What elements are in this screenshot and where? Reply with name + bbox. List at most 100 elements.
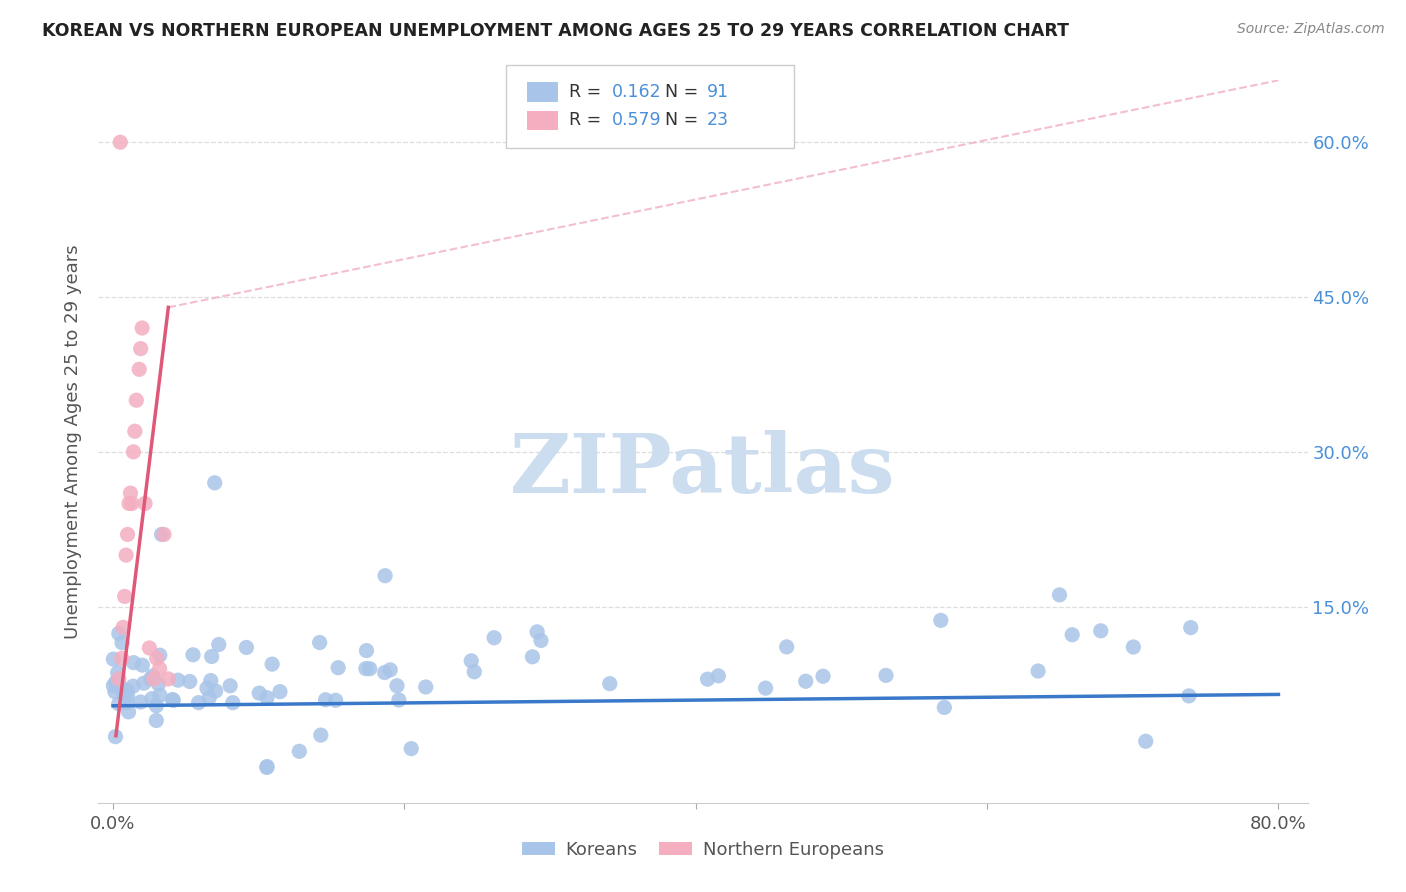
Point (112, 620, 135, 634)
Point (167, 673, 190, 688)
Point (138, 640, 160, 655)
Point (120, 486, 142, 500)
Point (247, 686, 270, 700)
Point (121, 496, 143, 510)
Point (104, 675, 127, 690)
Point (118, 496, 141, 510)
Point (108, 677, 131, 691)
Point (114, 590, 136, 604)
Point (776, 640, 799, 654)
Point (122, 656, 145, 670)
Point (415, 680, 437, 694)
Point (463, 665, 485, 679)
Point (308, 635, 330, 649)
Point (195, 681, 218, 696)
Point (112, 686, 135, 700)
Point (149, 662, 172, 676)
Point (1090, 624, 1112, 638)
Point (108, 626, 131, 640)
Point (269, 684, 291, 698)
Point (148, 677, 170, 691)
Point (256, 690, 278, 705)
Point (128, 362, 150, 376)
Point (1049, 588, 1071, 602)
Point (150, 527, 173, 541)
Text: N =: N = (665, 83, 704, 101)
Point (235, 640, 257, 655)
Point (325, 693, 347, 707)
Point (115, 548, 138, 562)
Point (107, 697, 129, 711)
Point (181, 648, 204, 662)
Text: N =: N = (665, 112, 704, 129)
Point (122, 679, 145, 693)
Point (117, 689, 139, 703)
Point (929, 613, 952, 627)
Point (111, 636, 134, 650)
Point (385, 679, 408, 693)
Point (104, 684, 127, 698)
Point (934, 700, 956, 714)
Point (1178, 689, 1201, 703)
Point (142, 672, 165, 686)
Point (149, 689, 172, 703)
Point (204, 684, 226, 698)
Point (460, 654, 482, 668)
Point (104, 730, 127, 744)
Point (201, 649, 224, 664)
Point (482, 631, 505, 645)
Point (115, 683, 138, 698)
Point (111, 651, 134, 665)
Point (374, 665, 396, 680)
Point (107, 665, 129, 680)
Point (108, 672, 131, 686)
Text: 0.162: 0.162 (612, 83, 661, 101)
Point (198, 690, 221, 705)
Point (145, 698, 167, 713)
Point (141, 691, 163, 706)
Point (187, 696, 209, 710)
Point (811, 669, 834, 683)
Point (157, 672, 180, 686)
Point (399, 741, 422, 756)
Point (131, 658, 153, 673)
Point (315, 692, 337, 706)
Point (526, 624, 548, 639)
Text: KOREAN VS NORTHERN EUROPEAN UNEMPLOYMENT AMONG AGES 25 TO 29 YEARS CORRELATION C: KOREAN VS NORTHERN EUROPEAN UNEMPLOYMENT… (42, 22, 1069, 40)
Text: R =: R = (569, 83, 607, 101)
Point (1180, 621, 1202, 635)
Point (359, 662, 381, 676)
Point (153, 527, 176, 541)
Point (132, 676, 155, 690)
Point (129, 342, 152, 356)
Point (131, 321, 153, 335)
Point (794, 674, 817, 689)
Point (129, 695, 152, 709)
Point (139, 672, 162, 686)
Point (755, 681, 778, 695)
Point (1122, 640, 1144, 654)
Point (356, 643, 378, 657)
Point (117, 527, 139, 541)
Point (125, 393, 148, 408)
Text: ZIPatlas: ZIPatlas (510, 431, 896, 510)
Point (219, 679, 242, 693)
Point (134, 496, 156, 510)
Point (103, 679, 125, 693)
Point (115, 696, 138, 710)
Point (145, 651, 167, 665)
Point (162, 692, 184, 706)
Point (222, 696, 245, 710)
Point (204, 475, 226, 490)
Point (707, 669, 730, 683)
Point (162, 693, 184, 707)
Point (1026, 664, 1049, 678)
Point (103, 652, 125, 666)
Text: Source: ZipAtlas.com: Source: ZipAtlas.com (1237, 22, 1385, 37)
Point (256, 760, 278, 774)
Point (1135, 734, 1157, 748)
Point (179, 674, 201, 689)
Point (142, 669, 165, 683)
Point (875, 668, 897, 682)
Point (328, 661, 350, 675)
